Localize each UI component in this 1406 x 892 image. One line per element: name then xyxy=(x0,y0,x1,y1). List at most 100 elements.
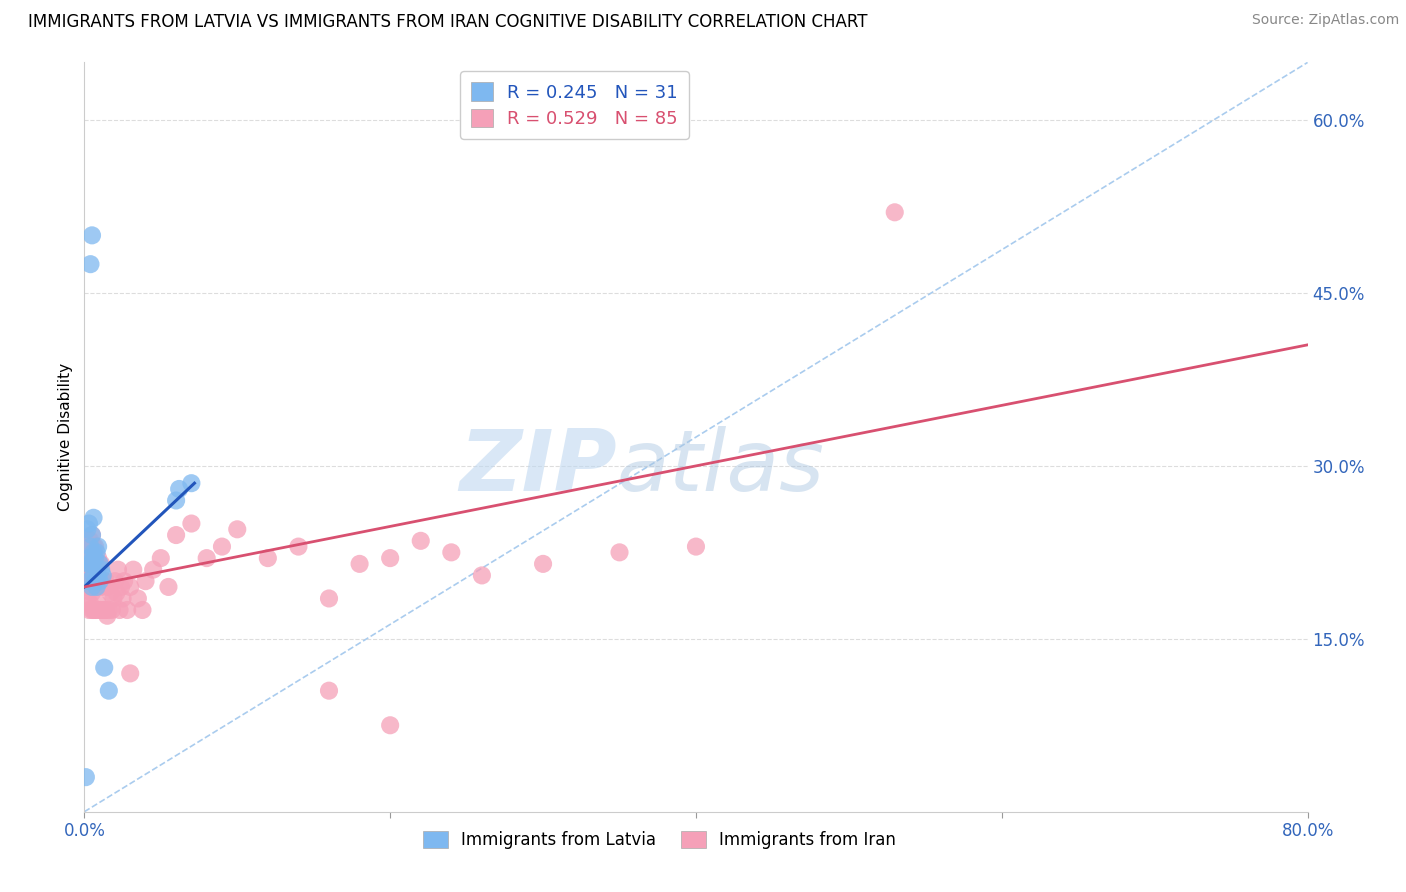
Point xyxy=(83,510,105,524)
Point xyxy=(86,580,108,594)
Point xyxy=(127,591,149,606)
Point xyxy=(83,568,105,582)
Point xyxy=(93,660,115,674)
Point xyxy=(87,551,110,566)
Point xyxy=(180,516,202,531)
Point xyxy=(349,557,371,571)
Point xyxy=(226,522,249,536)
Point xyxy=(287,540,309,554)
Text: IMMIGRANTS FROM LATVIA VS IMMIGRANTS FROM IRAN COGNITIVE DISABILITY CORRELATION : IMMIGRANTS FROM LATVIA VS IMMIGRANTS FRO… xyxy=(28,13,868,31)
Point xyxy=(77,574,100,589)
Point xyxy=(77,603,100,617)
Point xyxy=(84,574,107,589)
Point xyxy=(93,574,115,589)
Point xyxy=(80,528,103,542)
Point xyxy=(87,574,110,589)
Point xyxy=(609,545,631,559)
Point xyxy=(105,585,128,599)
Point xyxy=(157,580,180,594)
Point xyxy=(83,545,105,559)
Point xyxy=(79,257,101,271)
Point xyxy=(94,574,117,589)
Point xyxy=(89,574,111,589)
Point xyxy=(76,540,98,554)
Point xyxy=(91,574,114,589)
Point xyxy=(79,540,101,554)
Point xyxy=(122,563,145,577)
Point xyxy=(131,603,153,617)
Point xyxy=(167,482,190,496)
Point xyxy=(90,563,112,577)
Point xyxy=(440,545,463,559)
Point xyxy=(86,603,108,617)
Point xyxy=(90,557,112,571)
Point xyxy=(80,580,103,594)
Point xyxy=(165,528,187,542)
Point xyxy=(84,580,107,594)
Point xyxy=(104,574,127,589)
Point xyxy=(89,557,111,571)
Text: atlas: atlas xyxy=(616,425,824,508)
Point xyxy=(107,563,129,577)
Point xyxy=(257,551,280,566)
Point xyxy=(101,603,124,617)
Point xyxy=(83,540,105,554)
Point xyxy=(80,603,103,617)
Point xyxy=(84,540,107,554)
Point xyxy=(77,533,100,548)
Point xyxy=(471,568,494,582)
Point xyxy=(84,603,107,617)
Point xyxy=(120,580,142,594)
Point xyxy=(149,551,172,566)
Point xyxy=(86,557,108,571)
Point xyxy=(89,580,111,594)
Point xyxy=(97,683,120,698)
Point xyxy=(103,591,125,606)
Point xyxy=(77,580,100,594)
Point xyxy=(80,528,103,542)
Point xyxy=(75,580,97,594)
Point xyxy=(80,228,103,243)
Point xyxy=(90,580,112,594)
Point xyxy=(165,493,187,508)
Point xyxy=(80,557,103,571)
Legend: Immigrants from Latvia, Immigrants from Iran: Immigrants from Latvia, Immigrants from … xyxy=(416,824,903,855)
Point xyxy=(98,585,121,599)
Point xyxy=(120,666,142,681)
Point xyxy=(76,563,98,577)
Point xyxy=(89,603,111,617)
Point xyxy=(111,591,134,606)
Point xyxy=(97,603,120,617)
Text: ZIP: ZIP xyxy=(458,425,616,508)
Point xyxy=(135,574,157,589)
Point xyxy=(77,551,100,566)
Point xyxy=(380,718,402,732)
Point xyxy=(80,563,103,577)
Point xyxy=(84,551,107,566)
Point xyxy=(75,770,97,784)
Point xyxy=(318,591,340,606)
Point xyxy=(94,603,117,617)
Point xyxy=(79,574,101,589)
Point xyxy=(90,603,112,617)
Point xyxy=(79,533,101,548)
Point xyxy=(685,540,707,554)
Point xyxy=(110,580,132,594)
Point xyxy=(77,557,100,571)
Point xyxy=(89,557,111,571)
Point xyxy=(76,557,98,571)
Point xyxy=(80,585,103,599)
Point xyxy=(883,205,905,219)
Y-axis label: Cognitive Disability: Cognitive Disability xyxy=(58,363,73,511)
Point xyxy=(76,591,98,606)
Text: Source: ZipAtlas.com: Source: ZipAtlas.com xyxy=(1251,13,1399,28)
Point xyxy=(96,580,118,594)
Point xyxy=(76,522,98,536)
Point xyxy=(86,580,108,594)
Point xyxy=(80,545,103,559)
Point xyxy=(380,551,402,566)
Point xyxy=(142,563,165,577)
Point xyxy=(83,557,105,571)
Point xyxy=(83,603,105,617)
Point xyxy=(77,516,100,531)
